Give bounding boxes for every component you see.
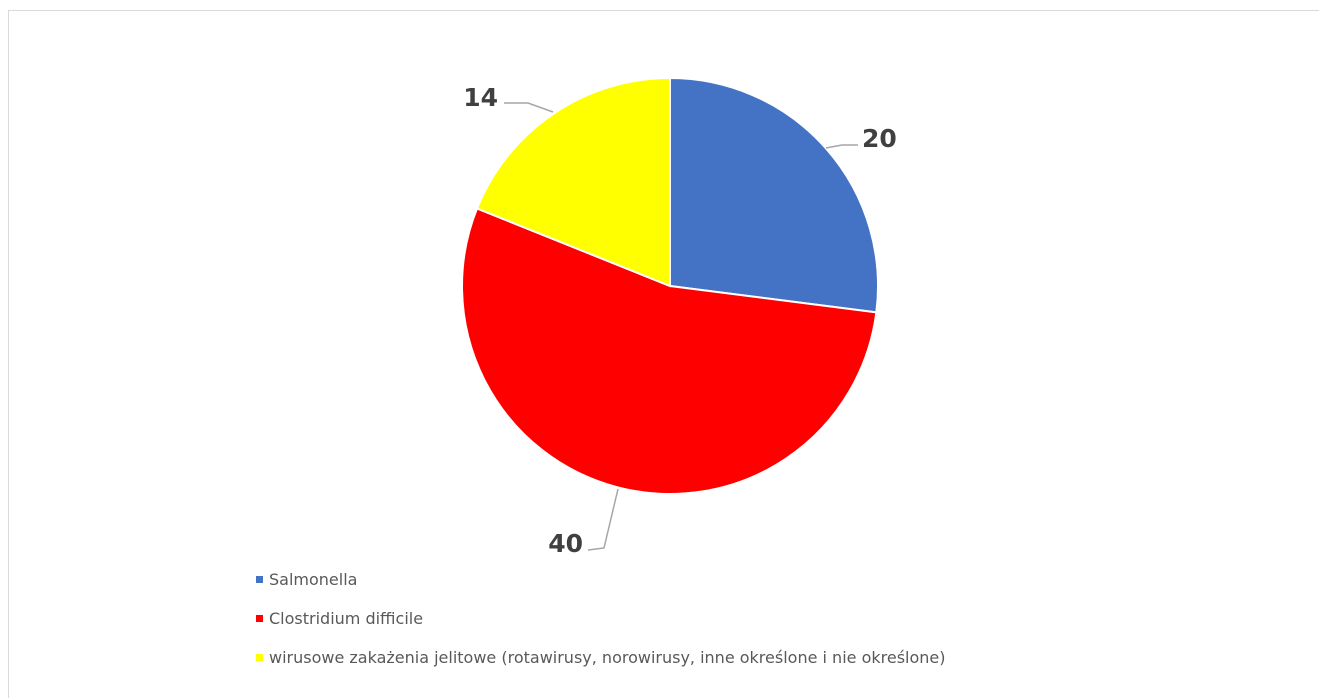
legend-swatch-salmonella [256, 576, 263, 583]
chart-legend: Salmonella Clostridium difficile wirusow… [256, 566, 945, 683]
slice-salmonella [669, 76, 879, 314]
legend-label-clostridium: Clostridium difficile [269, 609, 424, 628]
legend-item-salmonella: Salmonella [256, 566, 945, 593]
data-label-salmonella: 20 [862, 124, 897, 153]
data-labels: 20 40 14 [463, 83, 897, 558]
data-label-clostridium: 40 [548, 529, 583, 558]
pie-slices [461, 76, 879, 495]
legend-item-viral: wirusowe zakażenia jelitowe (rotawirusy,… [256, 644, 945, 671]
leader-line-clostridium [587, 488, 619, 551]
legend-item-clostridium: Clostridium difficile [256, 605, 945, 632]
data-label-viral: 14 [463, 83, 498, 112]
slice-viral [475, 76, 671, 288]
slice-clostridium [461, 207, 878, 495]
leader-lines [504, 102, 858, 551]
legend-label-salmonella: Salmonella [269, 570, 358, 589]
legend-swatch-viral [256, 654, 263, 661]
legend-swatch-clostridium [256, 615, 263, 622]
leader-line-salmonella [825, 144, 858, 149]
leader-line-viral [504, 102, 554, 113]
legend-label-viral: wirusowe zakażenia jelitowe (rotawirusy,… [269, 648, 946, 667]
